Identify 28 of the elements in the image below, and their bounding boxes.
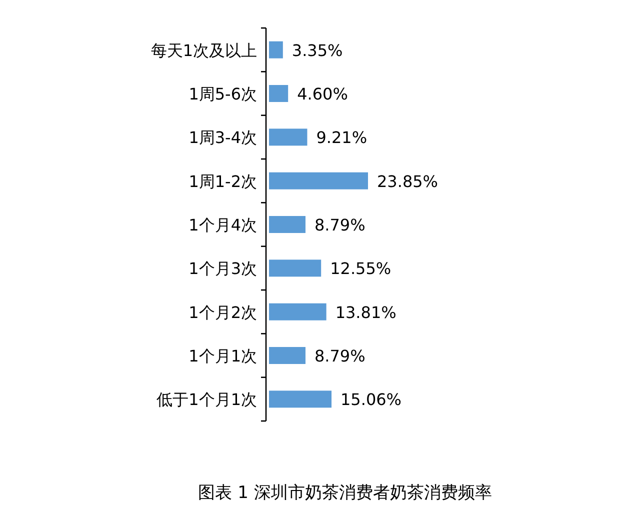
bar bbox=[269, 41, 283, 58]
data-label: 13.81% bbox=[335, 302, 396, 322]
data-label: 3.35% bbox=[292, 40, 343, 60]
y-tick-label: 1个月4次 bbox=[188, 216, 257, 234]
bar bbox=[269, 303, 326, 320]
y-tick-label: 每天1次及以上 bbox=[150, 40, 257, 60]
data-label: 8.79% bbox=[314, 346, 366, 366]
data-label: 4.60% bbox=[297, 84, 348, 104]
bar bbox=[269, 390, 332, 408]
data-label: 15.06% bbox=[340, 390, 402, 410]
bar bbox=[269, 260, 322, 277]
y-tick-label: 1个月2次 bbox=[188, 302, 257, 322]
bar bbox=[269, 128, 308, 146]
text: 图表 1 深圳市奶茶消费者奶茶消费频率 bbox=[198, 483, 492, 503]
data-label: 23.85% bbox=[377, 172, 438, 191]
data-label: 9.21% bbox=[316, 128, 368, 148]
bar bbox=[269, 347, 306, 364]
bar bbox=[269, 216, 306, 233]
y-tick-label: 1周1-2次 bbox=[188, 172, 257, 191]
y-tick-label: 1周5-6次 bbox=[188, 84, 257, 104]
bar bbox=[269, 172, 368, 190]
y-tick-label: 1个月3次 bbox=[188, 259, 257, 278]
data-label: 8.79% bbox=[314, 216, 366, 234]
y-tick-label: 1个月1次 bbox=[188, 346, 257, 366]
bar bbox=[269, 85, 288, 102]
y-tick-label: 1周3-4次 bbox=[188, 128, 257, 148]
data-label: 12.55% bbox=[330, 259, 392, 278]
y-tick-label: 低于1个月1次 bbox=[156, 390, 257, 410]
